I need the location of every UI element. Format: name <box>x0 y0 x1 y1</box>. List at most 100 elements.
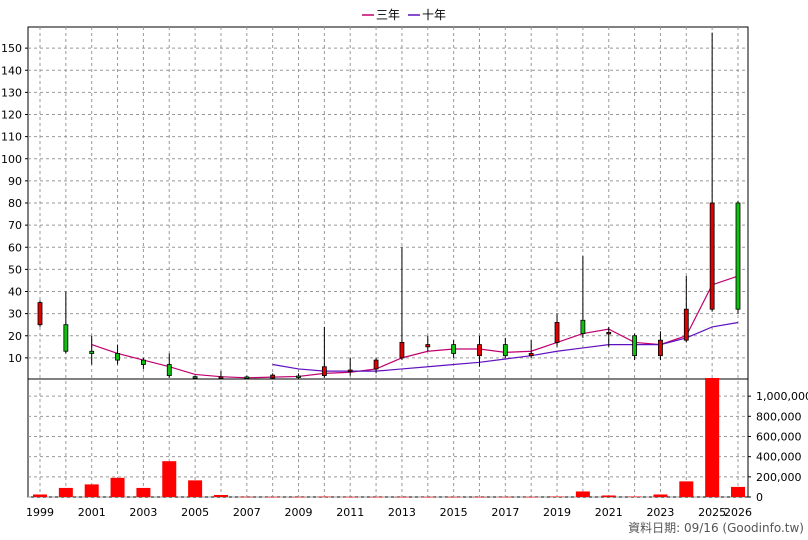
year-tick-label: 2023 <box>646 506 674 519</box>
volume-bar <box>524 496 539 498</box>
candle <box>192 375 198 379</box>
volume-bar <box>110 477 125 497</box>
candle <box>321 326 327 378</box>
candle <box>735 200 741 314</box>
candle-body <box>477 344 482 357</box>
legend-label-ten-year: 十年 <box>422 8 446 22</box>
grid-lines <box>28 27 748 498</box>
candle-body <box>606 332 612 335</box>
candle <box>683 276 689 343</box>
year-tick-label: 2003 <box>129 506 157 519</box>
volume-bar <box>136 487 151 497</box>
volume-tick-label: 200,000 <box>756 471 802 484</box>
candle-body <box>218 376 224 379</box>
price-tick-label: 90 <box>8 175 22 188</box>
volume-bar <box>188 480 203 497</box>
price-tick-label: 150 <box>1 42 22 55</box>
candle-body <box>399 341 405 359</box>
candle-body <box>683 308 689 341</box>
year-tick-label: 2009 <box>285 506 313 519</box>
candle <box>63 291 69 354</box>
candle-body <box>89 350 95 354</box>
volume-bar <box>239 496 254 498</box>
candle <box>528 340 534 358</box>
plot-area <box>27 26 749 498</box>
candle <box>89 335 95 365</box>
candle-body <box>554 322 560 343</box>
candle-body <box>37 302 43 326</box>
candlesticks <box>37 32 741 380</box>
candle <box>425 335 431 352</box>
candle <box>166 353 172 378</box>
year-tick-label: 2005 <box>181 506 209 519</box>
plot-frame <box>27 26 749 498</box>
candle-body <box>451 344 457 354</box>
candle <box>296 373 301 379</box>
candle <box>502 337 508 358</box>
price-tick-label: 120 <box>1 109 22 122</box>
candle <box>270 373 276 380</box>
price-tick-label: 30 <box>8 308 22 321</box>
candle-body <box>321 366 327 376</box>
candle <box>632 333 637 361</box>
volume-tick-label: 1,000,000 <box>756 390 808 403</box>
candle <box>244 375 250 380</box>
candle <box>451 340 457 358</box>
year-tick-label: 2026 <box>724 506 752 519</box>
volume-bar <box>317 496 332 498</box>
volume-bar <box>472 496 487 498</box>
volume-bar <box>162 461 177 497</box>
candle-body <box>141 359 146 365</box>
candle-body <box>425 344 431 348</box>
candle-body <box>528 353 534 357</box>
volume-bar <box>291 496 306 498</box>
price-tick-label: 80 <box>8 197 22 210</box>
price-tick-label: 70 <box>8 219 22 232</box>
volume-bar <box>731 486 745 497</box>
candle <box>399 247 405 361</box>
volume-tick-label: 800,000 <box>756 410 802 423</box>
candle <box>658 331 663 361</box>
candle-body <box>373 359 379 370</box>
volume-bar <box>550 496 565 497</box>
candle-body <box>115 353 120 361</box>
volume-bar <box>58 487 73 497</box>
year-tick-label: 2025 <box>698 506 726 519</box>
volume-bar <box>705 378 720 497</box>
candle <box>218 371 224 380</box>
candle-body <box>270 374 276 379</box>
volume-bar <box>601 495 616 497</box>
volume-bar <box>213 494 228 497</box>
price-tick-label: 110 <box>1 131 22 144</box>
data-date-footer: 資料日期: 09/16 (Goodinfo.tw) <box>628 521 804 535</box>
volume-bar <box>84 484 99 497</box>
candle-body <box>658 339 663 357</box>
year-tick-label: 2007 <box>233 506 261 519</box>
candle-body <box>244 376 250 379</box>
price-tick-label: 10 <box>8 352 22 365</box>
price-tick-label: 40 <box>8 286 22 299</box>
series-three-year-line <box>91 275 739 379</box>
candle <box>477 335 482 367</box>
price-tick-label: 50 <box>8 263 22 276</box>
candle-body <box>735 202 741 310</box>
candle-body <box>347 369 353 372</box>
candle-body <box>296 375 301 378</box>
year-tick-label: 2015 <box>440 506 468 519</box>
price-tick-label: 20 <box>8 330 22 343</box>
year-tick-label: 2021 <box>595 506 623 519</box>
volume-bar <box>420 496 435 498</box>
price-tick-label: 130 <box>1 86 22 99</box>
candle <box>606 326 612 347</box>
year-tick-label: 2019 <box>543 506 571 519</box>
year-tick-label: 1999 <box>26 506 54 519</box>
candle <box>37 300 43 327</box>
candle-body <box>63 324 69 352</box>
candle <box>373 357 379 374</box>
candle-body <box>709 202 715 310</box>
axes: 10 20 30 40 50 60 70 80 90 100 110 120 130 140 150 0 200… <box>1 42 808 519</box>
year-tick-label: 2017 <box>491 506 519 519</box>
candle <box>709 32 715 312</box>
price-tick-label: 140 <box>1 64 22 77</box>
candle-body <box>166 364 172 376</box>
